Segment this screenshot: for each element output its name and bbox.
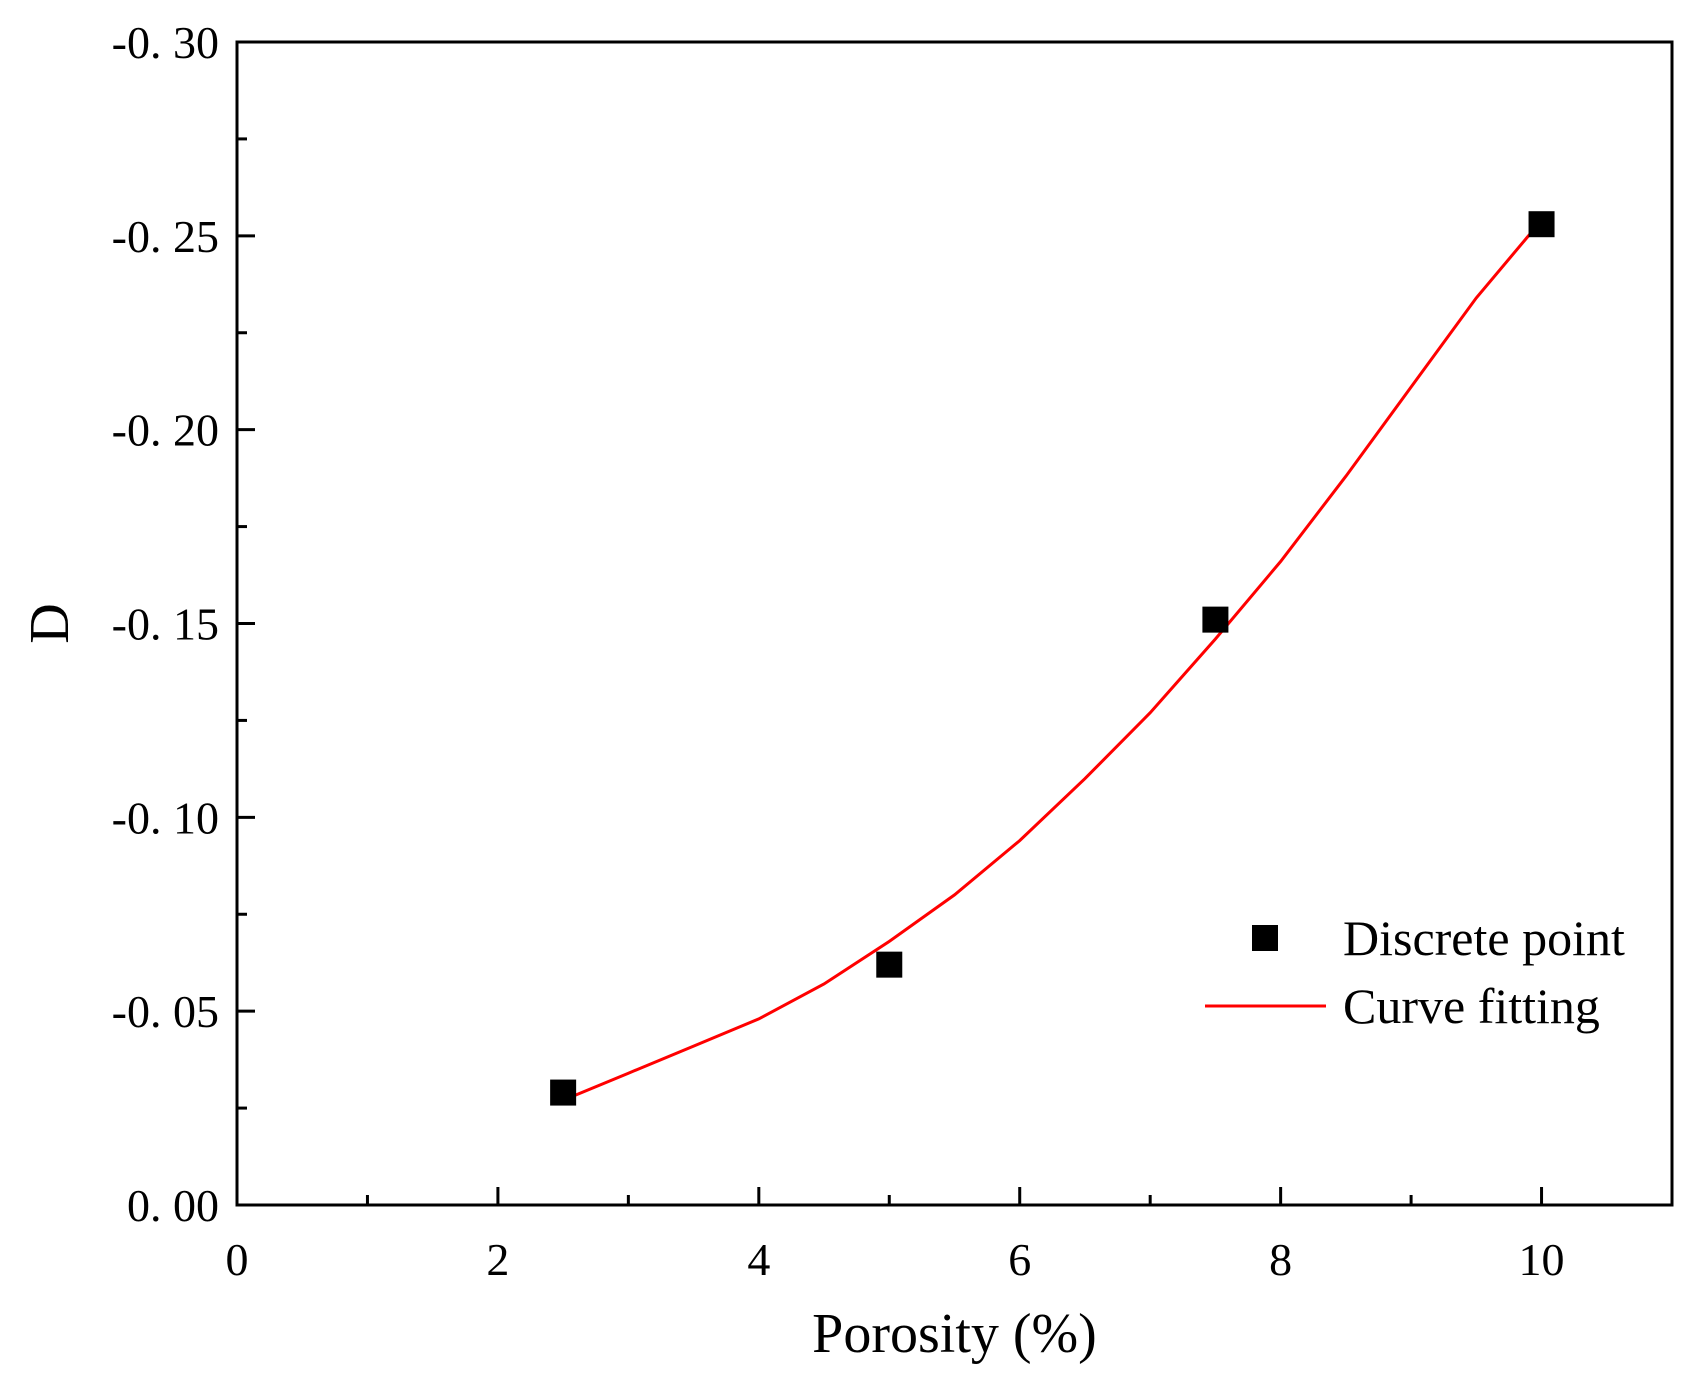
data-point — [1202, 606, 1229, 633]
data-point — [550, 1079, 577, 1106]
x-tick-label: 8 — [1269, 1234, 1292, 1285]
x-tick-label: 10 — [1519, 1234, 1565, 1285]
y-tick-label: -0. 25 — [112, 211, 219, 262]
y-tick-label: -0. 15 — [112, 599, 219, 650]
fit-curve-line — [562, 219, 1543, 1102]
data-point — [876, 951, 903, 978]
y-tick-label: 0. 00 — [127, 1180, 219, 1231]
y-tick-label: -0. 10 — [112, 792, 219, 843]
y-tick-label: -0. 30 — [112, 17, 219, 68]
x-axis-title: Porosity (%) — [812, 1303, 1097, 1365]
x-tick-label: 4 — [747, 1234, 770, 1285]
data-point — [1528, 211, 1555, 238]
x-tick-label: 2 — [486, 1234, 509, 1285]
x-tick-label: 0 — [226, 1234, 249, 1285]
legend-label-curve-fitting: Curve fitting — [1343, 978, 1600, 1034]
data-layer — [550, 211, 1555, 1106]
legend-marker-square — [1252, 925, 1278, 951]
legend-label-discrete-point: Discrete point — [1343, 910, 1625, 966]
y-axis-title: D — [19, 603, 81, 643]
axes-layer: 0 2 4 6 8 10 0. 00 -0. 05 -0. 10 -0. 15 -0. 20 -0. … — [19, 17, 1674, 1365]
y-tick-label: -0. 05 — [112, 986, 219, 1037]
legend: Discrete point Curve fitting — [1205, 910, 1625, 1034]
y-tick-label: -0. 20 — [112, 405, 219, 456]
x-tick-label: 6 — [1008, 1234, 1031, 1285]
